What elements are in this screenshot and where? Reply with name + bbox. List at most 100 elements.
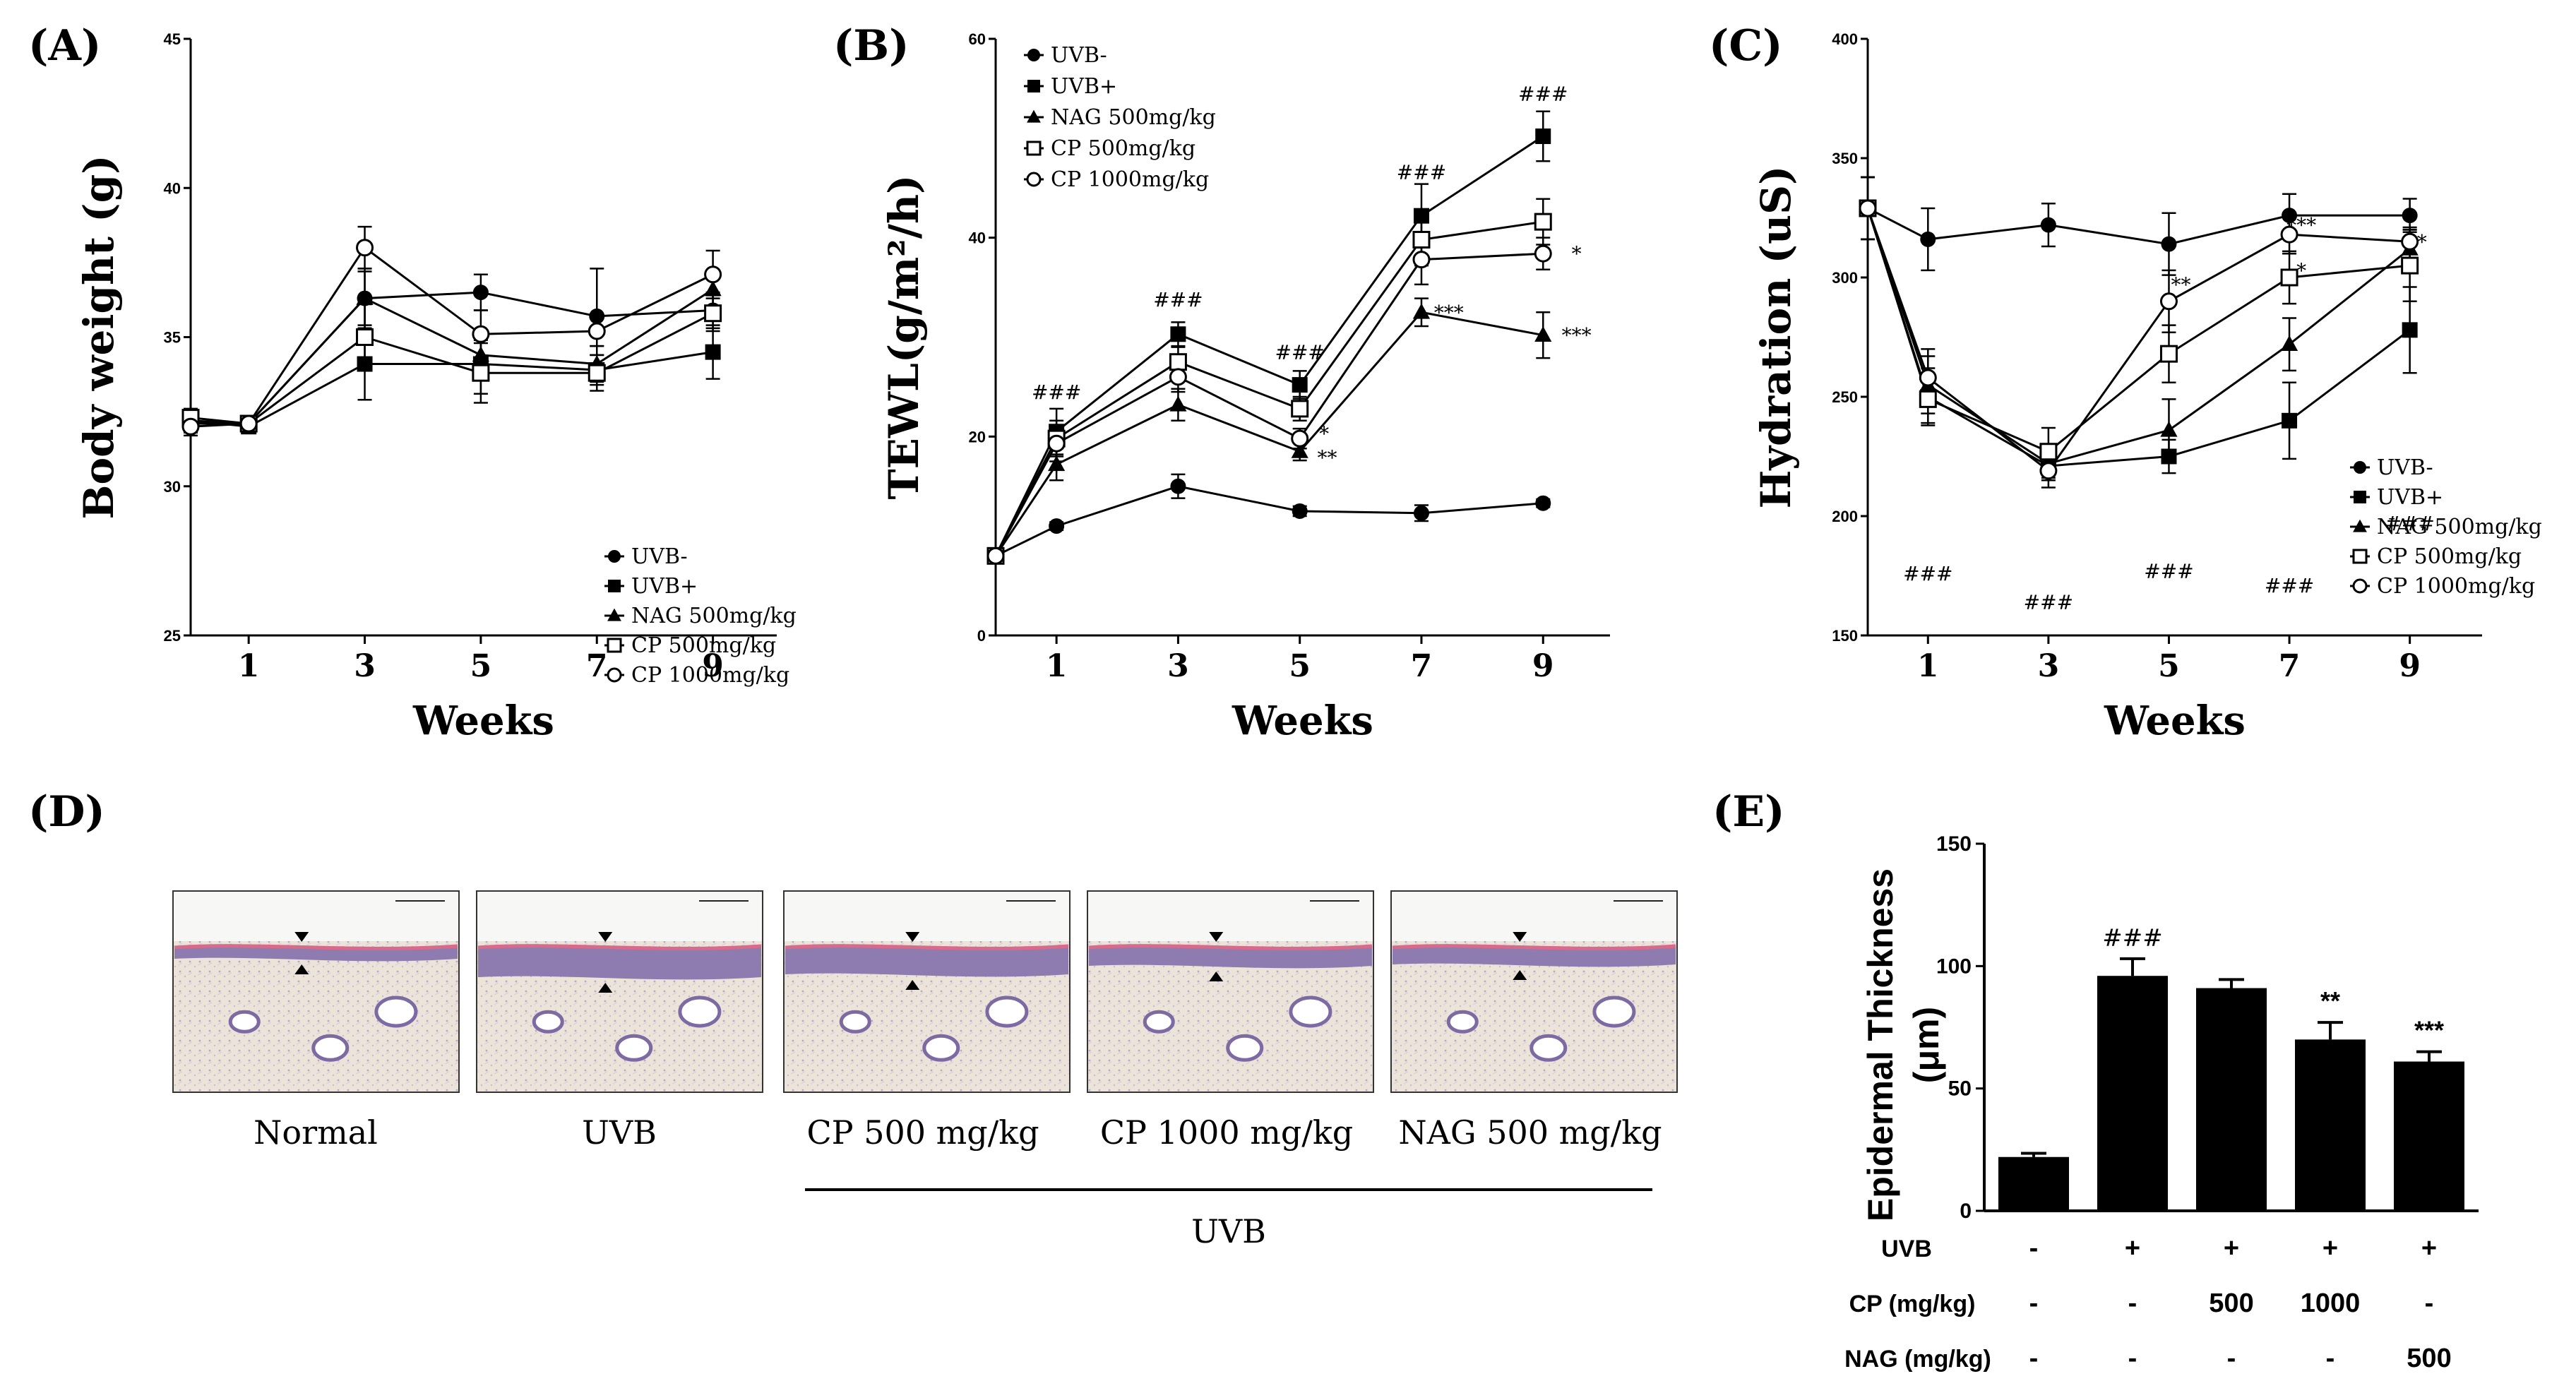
- chart-e-ylabel-line2: (μm): [1907, 1007, 1946, 1083]
- stratum-corneum: [1392, 944, 1676, 950]
- arrowhead-down: [1209, 932, 1224, 942]
- y-tick-label: 250: [1832, 388, 1858, 406]
- significance-label: *: [1319, 422, 1329, 446]
- y-tick-label: 350: [1832, 150, 1858, 167]
- legend-marker-filled-circle: [2354, 461, 2366, 474]
- condition-cell: -: [2227, 1344, 2236, 1373]
- arrowhead-down: [598, 932, 613, 942]
- condition-cell: -: [2128, 1289, 2137, 1318]
- data-point-marker-filled-circle: [2040, 217, 2056, 233]
- data-point-marker-filled-square: [1535, 128, 1551, 145]
- data-point-marker-filled-circle: [1920, 231, 1936, 247]
- x-tick-label: 5: [1289, 648, 1311, 684]
- arrowhead-up: [1209, 971, 1224, 981]
- hair-follicle: [1446, 1010, 1479, 1034]
- svg-text:UVB+: UVB+: [2377, 485, 2443, 510]
- legend-marker-filled-square: [2354, 491, 2366, 503]
- data-point-marker-open-square: [1169, 353, 1187, 371]
- significance-label: ###: [2385, 512, 2434, 535]
- legend-marker-open-circle: [607, 667, 622, 683]
- significance-label: ***: [2286, 214, 2316, 237]
- bar: [2097, 976, 2168, 1211]
- data-point-marker-open-square: [1534, 213, 1552, 231]
- y-axis-label: Body weight (g): [75, 155, 123, 519]
- series-line-2: [190, 288, 714, 425]
- legend-marker-filled-triangle: [607, 608, 621, 621]
- data-point-marker-open-circle: [1919, 369, 1937, 387]
- legend-a-cp1000: CP 1000mg/kg: [604, 663, 789, 688]
- y-tick-label: 40: [969, 229, 986, 247]
- data-point-marker-open-circle: [588, 322, 606, 340]
- micrograph-background: [1088, 892, 1373, 941]
- legend-a-cp500: CP 500mg/kg: [604, 633, 776, 658]
- data-point-marker-filled-square: [2402, 322, 2418, 338]
- data-point-marker-filled-circle: [1413, 505, 1429, 521]
- x-tick-label: 1: [1046, 648, 1068, 684]
- condition-cell: +: [2125, 1233, 2140, 1263]
- legend-marker-filled-square: [608, 580, 621, 592]
- legend-a-uvb-minus: UVB-: [604, 544, 688, 569]
- data-point-marker-filled-square: [1170, 326, 1186, 342]
- svg-text:CP 500mg/kg: CP 500mg/kg: [631, 633, 776, 658]
- x-tick-label: 3: [354, 648, 376, 684]
- data-point-marker-filled-triangle: [2280, 335, 2298, 351]
- condition-cell: -: [2029, 1233, 2039, 1263]
- y-tick-label: 150: [1936, 832, 1972, 856]
- data-point-marker-open-square: [2159, 345, 2178, 363]
- series-line-4: [994, 252, 1544, 557]
- series-line-4: [190, 246, 714, 428]
- data-point-marker-filled-triangle: [356, 289, 374, 305]
- arrowhead-down: [294, 932, 309, 942]
- histology-image-0: [172, 890, 460, 1093]
- histology-panel: Normal UVB CP 500 mg/kg CP 1000 mg/kg NA…: [172, 890, 1678, 1250]
- condition-cell: -: [2029, 1289, 2039, 1318]
- data-point-marker-filled-circle: [2402, 208, 2418, 224]
- x-tick-label: 3: [2038, 648, 2060, 684]
- panel-label-b: (B): [833, 21, 910, 71]
- significance-label: ###: [1397, 161, 1446, 184]
- legend-marker-open-square: [607, 638, 622, 653]
- epidermis-layer: [1089, 945, 1372, 969]
- series-line-3: [1866, 208, 2410, 453]
- micrograph-background: [174, 892, 458, 941]
- bar: [2196, 988, 2267, 1211]
- histology-caption-uvb: UVB: [582, 1113, 657, 1152]
- histology-image-3: [1087, 890, 1374, 1093]
- condition-cell: 500: [2209, 1289, 2253, 1318]
- data-point-marker-filled-square: [2161, 448, 2177, 465]
- hair-follicle: [678, 996, 722, 1028]
- condition-cell: +: [2421, 1233, 2437, 1263]
- histology-image-1: [476, 890, 763, 1093]
- x-tick-label: 9: [1532, 648, 1554, 684]
- hair-follicle: [1592, 996, 1636, 1028]
- uvb-group-label: UVB: [1191, 1212, 1266, 1250]
- svg-text:UVB-: UVB-: [1051, 43, 1107, 68]
- data-point-marker-open-circle: [1859, 199, 1877, 217]
- arrowhead-up: [294, 964, 309, 974]
- stratum-corneum: [477, 944, 762, 950]
- condition-row-label: CP (mg/kg): [1849, 1291, 1976, 1317]
- x-tick-label: 1: [1917, 648, 1939, 684]
- data-point-marker-open-square: [704, 304, 722, 323]
- legend-c-uvb-minus: UVB-: [2350, 455, 2433, 480]
- legend-marker-filled-triangle: [2353, 519, 2367, 532]
- chart-c-hydration: 150 200 250 300 350 400 1 3 5 7 9 Weeks Hydration (u…: [1752, 30, 2482, 744]
- histology-image-2: [783, 890, 1071, 1093]
- data-point-marker-filled-triangle: [472, 346, 489, 362]
- svg-text:NAG 500mg/kg: NAG 500mg/kg: [2377, 515, 2542, 539]
- legend-b-cp500: CP 500mg/kg: [1024, 136, 1195, 161]
- data-point-marker-filled-square: [1292, 377, 1308, 393]
- panel-label-a: (A): [28, 21, 101, 71]
- legend-marker-filled-circle: [1027, 49, 1040, 61]
- significance-label: ###: [1153, 288, 1203, 311]
- significance-label: ***: [2414, 1016, 2444, 1045]
- chart-a-legend: UVB- UVB+ NAG 500mg/kg CP 500mg/kg CP 10…: [604, 544, 797, 688]
- condition-row-label: NAG (mg/kg): [1844, 1346, 1991, 1373]
- hair-follicle: [311, 1034, 350, 1062]
- histology-caption-nag500: NAG 500 mg/kg: [1398, 1113, 1662, 1152]
- data-point-marker-filled-triangle: [1534, 326, 1552, 342]
- svg-text:UVB-: UVB-: [2377, 455, 2433, 480]
- chart-e-ylabel-line1: Epidermal Thickness: [1861, 868, 1900, 1221]
- y-tick-label: 300: [1832, 269, 1858, 287]
